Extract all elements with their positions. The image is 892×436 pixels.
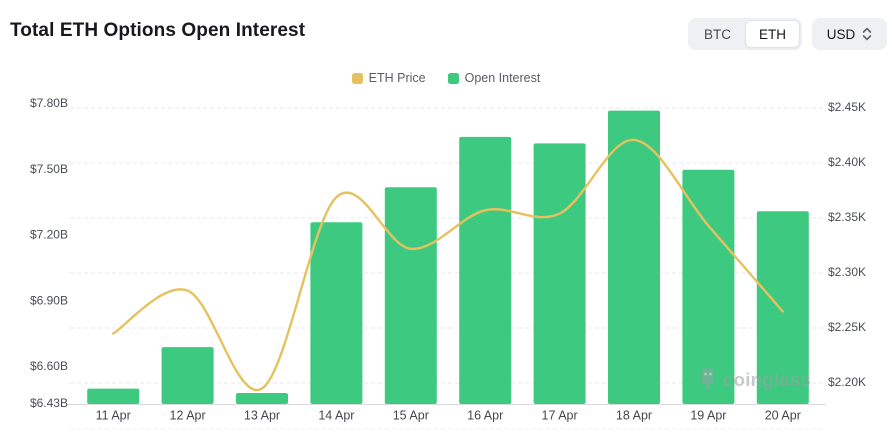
x-axis-label: 11 Apr — [96, 408, 131, 422]
right-axis-label: $2.35K — [828, 210, 866, 224]
right-axis-label: $2.20K — [828, 375, 866, 389]
currency-label: USD — [826, 26, 856, 42]
x-axis-label: 17 Apr — [542, 408, 578, 422]
bar-15-apr[interactable] — [384, 187, 437, 404]
x-axis-label: 15 Apr — [393, 408, 429, 422]
x-axis-label: 20 Apr — [765, 408, 801, 422]
x-axis-label: 19 Apr — [690, 408, 726, 422]
bar-18-apr[interactable] — [608, 110, 660, 405]
x-axis-label: 12 Apr — [170, 408, 206, 422]
x-axis-label: 18 Apr — [616, 408, 652, 422]
bar-16-apr[interactable] — [459, 136, 512, 404]
legend-label-eth-price: ETH Price — [368, 71, 426, 85]
right-axis-label: $2.30K — [828, 265, 866, 279]
legend-swatch-eth-price — [351, 72, 363, 84]
x-axis-label: 16 Apr — [467, 408, 503, 422]
chart-area: $7.80B $7.50B $7.20B $6.90B $6.60B $6.43B $2.4… — [0, 86, 892, 431]
bar-11-apr[interactable] — [87, 388, 140, 404]
legend-label-open-interest: Open Interest — [464, 71, 541, 85]
x-axis-label: 14 Apr — [318, 408, 354, 422]
x-axis-label: 13 Apr — [244, 408, 280, 422]
bar-17-apr[interactable] — [533, 143, 586, 404]
legend: ETH Price Open Interest — [0, 71, 892, 85]
bar-19-apr[interactable] — [682, 169, 735, 404]
header-controls: BTC ETH USD — [688, 18, 887, 50]
coin-toggle: BTC ETH — [688, 18, 802, 50]
right-axis-label: $2.25K — [828, 320, 866, 334]
left-axis-label: $6.60B — [30, 359, 68, 373]
left-axis-label: $6.43B — [30, 396, 68, 410]
right-axis-label: $2.45K — [828, 100, 866, 114]
plot-svg: $7.80B $7.50B $7.20B $6.90B $6.60B $6.43B $2.4… — [30, 96, 866, 430]
toggle-eth[interactable]: ETH — [745, 20, 800, 48]
left-axis-label: $7.20B — [30, 228, 68, 242]
currency-select[interactable]: USD — [812, 18, 887, 50]
left-axis-label: $7.50B — [30, 162, 68, 176]
toggle-btc[interactable]: BTC — [690, 20, 745, 48]
left-axis-label: $6.90B — [30, 293, 68, 307]
bar-14-apr[interactable] — [310, 222, 363, 404]
right-axis-label: $2.40K — [828, 155, 866, 169]
left-axis-label: $7.80B — [30, 96, 68, 110]
page-title: Total ETH Options Open Interest — [10, 20, 306, 41]
bar-13-apr[interactable] — [236, 393, 288, 404]
legend-item-open-interest[interactable]: Open Interest — [447, 71, 541, 85]
legend-item-eth-price[interactable]: ETH Price — [351, 71, 426, 85]
legend-swatch-open-interest — [447, 72, 459, 84]
select-chevrons-icon — [863, 27, 872, 41]
bar-20-apr[interactable] — [756, 211, 809, 404]
bar-12-apr[interactable] — [161, 347, 214, 404]
eth-price-line[interactable] — [112, 138, 784, 392]
